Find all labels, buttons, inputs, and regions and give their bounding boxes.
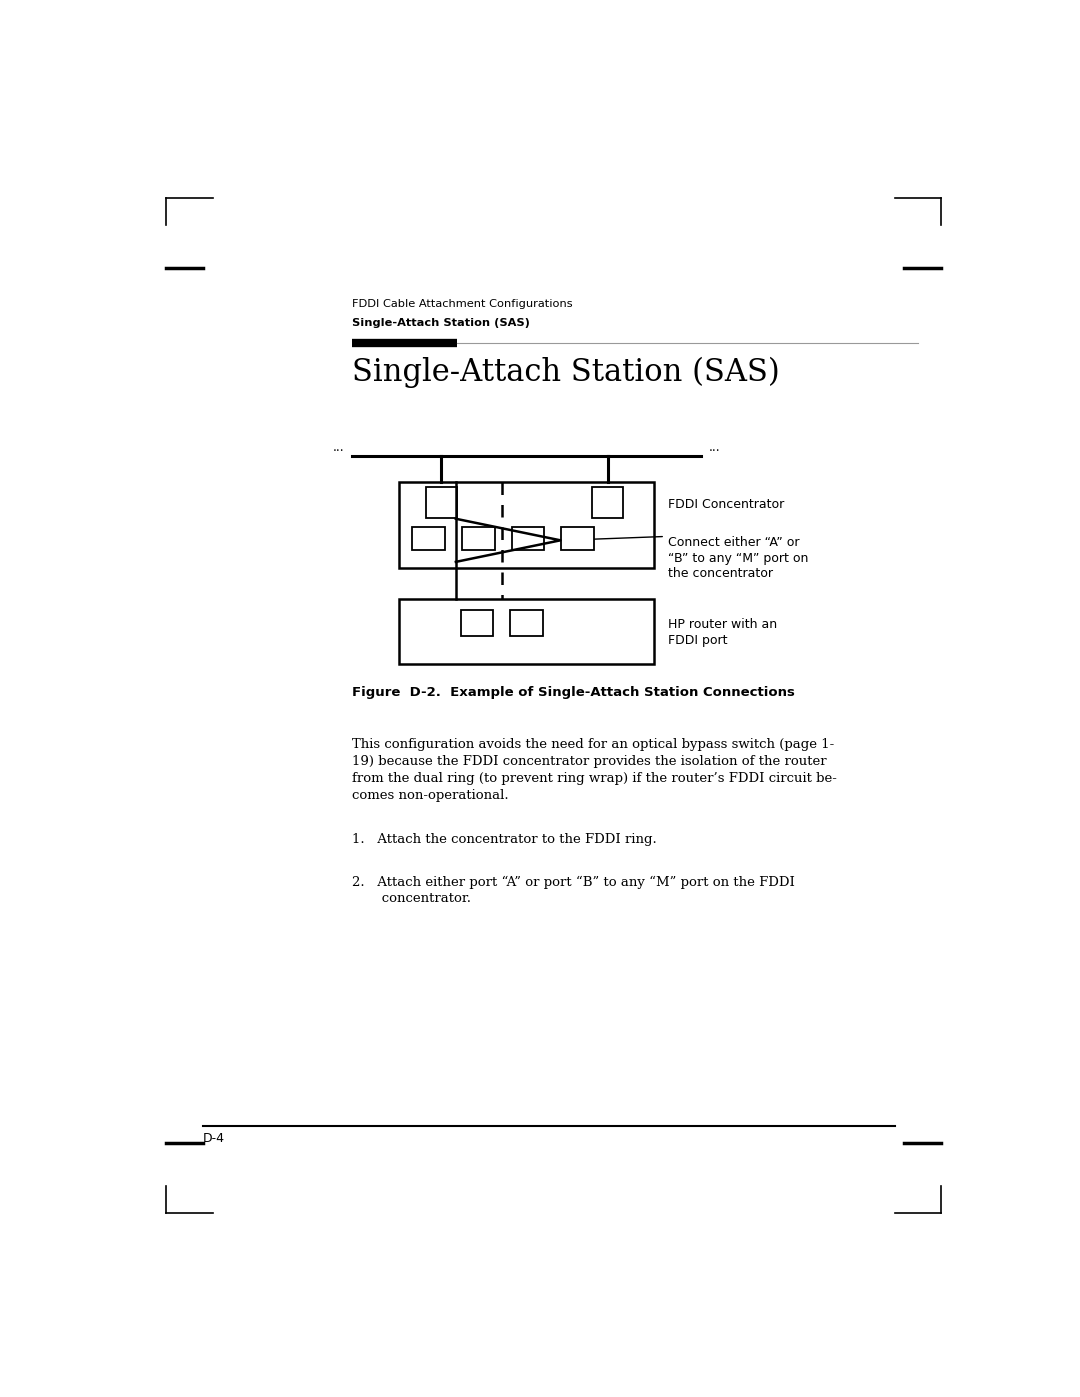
Text: FDDI Cable Attachment Configurations: FDDI Cable Attachment Configurations: [352, 299, 572, 309]
Text: concentrator.: concentrator.: [352, 893, 471, 905]
Text: ...: ...: [708, 441, 720, 454]
Text: FDDI port: FDDI port: [669, 634, 728, 647]
Text: comes non-operational.: comes non-operational.: [352, 789, 509, 802]
Text: Figure  D-2.  Example of Single-Attach Station Connections: Figure D-2. Example of Single-Attach Sta…: [352, 686, 795, 698]
Bar: [512, 527, 544, 549]
Bar: [592, 488, 623, 518]
Text: Single-Attach Station (SAS): Single-Attach Station (SAS): [352, 356, 780, 387]
Text: Connect either “A” or: Connect either “A” or: [669, 536, 799, 549]
Text: FDDI Concentrator: FDDI Concentrator: [669, 499, 784, 511]
Text: 1.   Attach the concentrator to the FDDI ring.: 1. Attach the concentrator to the FDDI r…: [352, 833, 657, 847]
Text: ...: ...: [333, 441, 345, 454]
Text: 19) because the FDDI concentrator provides the isolation of the router: 19) because the FDDI concentrator provid…: [352, 756, 826, 768]
Bar: [399, 599, 654, 665]
Bar: [399, 482, 654, 569]
Bar: [426, 488, 457, 518]
Bar: [462, 527, 495, 549]
Text: 2.   Attach either port “A” or port “B” to any “M” port on the FDDI: 2. Attach either port “A” or port “B” to…: [352, 876, 795, 888]
Text: HP router with an: HP router with an: [669, 617, 778, 631]
Text: Single-Attach Station (SAS): Single-Attach Station (SAS): [352, 317, 530, 328]
Bar: [510, 610, 542, 636]
Text: from the dual ring (to prevent ring wrap) if the router’s FDDI circuit be-: from the dual ring (to prevent ring wrap…: [352, 773, 837, 785]
Text: This configuration avoids the need for an optical bypass switch (page 1-: This configuration avoids the need for a…: [352, 738, 834, 752]
Text: D-4: D-4: [203, 1132, 226, 1144]
Bar: [460, 610, 494, 636]
Text: “B” to any “M” port on: “B” to any “M” port on: [669, 552, 809, 564]
Bar: [413, 527, 445, 549]
Bar: [562, 527, 594, 549]
Text: the concentrator: the concentrator: [669, 567, 773, 580]
